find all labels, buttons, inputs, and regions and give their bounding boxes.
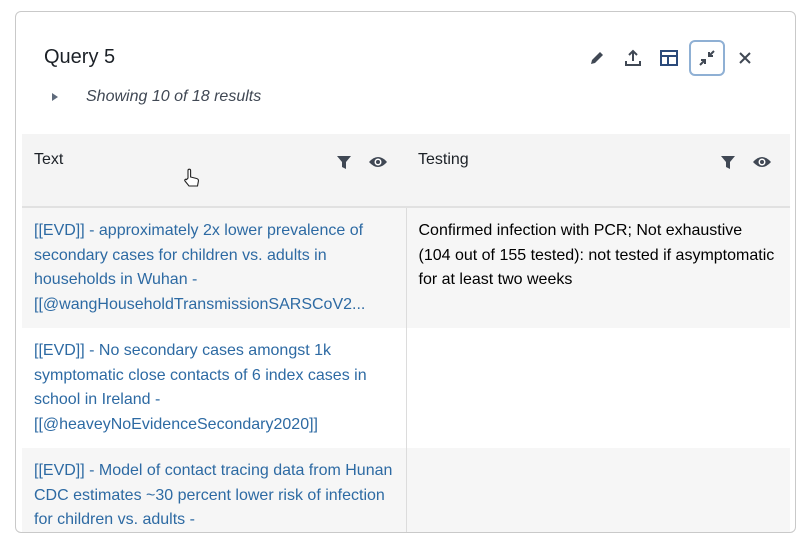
close-icon[interactable]: [729, 40, 761, 76]
filter-icon[interactable]: [336, 154, 352, 170]
eye-icon[interactable]: [752, 154, 772, 170]
column-header-text[interactable]: Text: [22, 134, 406, 208]
export-icon[interactable]: [617, 40, 649, 76]
expand-caret-icon[interactable]: [52, 93, 58, 101]
text-cell: [[EVD]] - Model of contact tracing data …: [22, 448, 407, 532]
testing-cell: [406, 328, 790, 448]
text-cell: [[EVD]] - approximately 2x lower prevale…: [22, 207, 407, 328]
text-cell: [[EVD]] - No secondary cases amongst 1k …: [22, 328, 407, 448]
eye-icon[interactable]: [368, 154, 388, 170]
column-header-testing[interactable]: Testing: [406, 134, 790, 208]
table-row: [[EVD]] - Model of contact tracing data …: [22, 448, 790, 532]
evidence-link[interactable]: [[EVD]] - approximately 2x lower prevale…: [34, 222, 366, 313]
testing-cell: Confirmed infection with PCR; Not exhaus…: [406, 207, 790, 328]
query-panel: Query 5 Showing 10 of 18 results Text Te…: [15, 11, 796, 533]
toolbar: [581, 40, 761, 76]
table-row: [[EVD]] - approximately 2x lower prevale…: [22, 207, 790, 328]
testing-cell: [406, 448, 790, 532]
layout-icon[interactable]: [653, 40, 685, 76]
results-count: Showing 10 of 18 results: [86, 88, 262, 105]
evidence-link[interactable]: [[EVD]] - Model of contact tracing data …: [34, 462, 393, 528]
filter-icon[interactable]: [720, 154, 736, 170]
hand-cursor-icon: [184, 168, 199, 187]
edit-icon[interactable]: [581, 40, 613, 76]
minimize-icon[interactable]: [689, 40, 725, 76]
table-row: [[EVD]] - No secondary cases amongst 1k …: [22, 328, 790, 448]
column-label: Text: [34, 151, 64, 168]
results-summary: Showing 10 of 18 results: [52, 88, 261, 106]
panel-title: Query 5: [44, 46, 116, 68]
results-table: Text Testing [[EVD]] - approximately 2x …: [22, 134, 790, 532]
evidence-link[interactable]: [[EVD]] - No secondary cases amongst 1k …: [34, 342, 367, 433]
column-label: Testing: [418, 151, 469, 168]
